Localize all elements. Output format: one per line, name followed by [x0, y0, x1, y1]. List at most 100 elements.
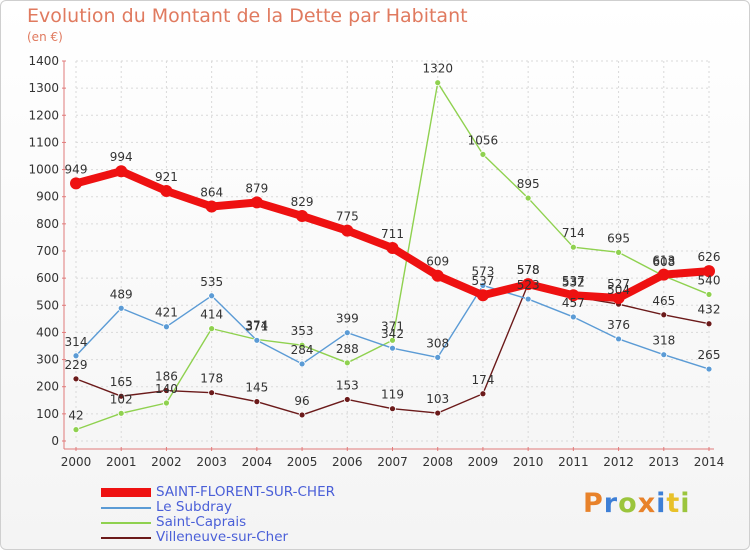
data-label: 119 [381, 388, 404, 402]
data-label: 96 [294, 394, 309, 408]
legend-swatch [101, 507, 151, 509]
data-point [343, 396, 351, 403]
data-label: 527 [607, 277, 630, 291]
data-point [117, 392, 125, 400]
y-tick-label: 900 [36, 190, 59, 204]
data-label: 465 [652, 294, 675, 308]
data-point [479, 150, 487, 158]
x-tick-label: 2009 [468, 455, 499, 469]
x-tick-label: 2008 [422, 455, 453, 469]
data-point [163, 399, 170, 407]
data-label: 374 [245, 318, 268, 332]
data-point [569, 243, 577, 251]
data-label: 949 [65, 162, 88, 176]
data-point [298, 411, 306, 419]
data-point [522, 278, 535, 291]
data-point [250, 196, 263, 209]
data-label: 775 [336, 210, 359, 224]
data-label: 103 [426, 392, 449, 406]
data-point [115, 165, 128, 178]
x-tick-label: 2005 [287, 455, 318, 469]
data-label: 994 [110, 150, 133, 164]
data-label: 284 [291, 343, 314, 357]
legend-label: Saint-Caprais [156, 514, 247, 530]
data-label: 432 [698, 303, 721, 317]
data-point [389, 344, 396, 352]
data-label: 609 [426, 255, 449, 269]
data-point [72, 375, 80, 383]
data-label: 174 [471, 373, 494, 387]
y-tick-label: 0 [51, 434, 59, 448]
data-point [524, 194, 532, 202]
y-tick-label: 700 [36, 244, 59, 258]
data-point [657, 268, 670, 281]
data-point [389, 336, 396, 344]
data-label: 1320 [422, 62, 453, 76]
y-tick-label: 600 [36, 271, 59, 285]
data-label: 376 [607, 318, 630, 332]
data-point [208, 389, 216, 397]
data-point [431, 269, 444, 282]
data-label: 178 [200, 372, 223, 386]
data-label: 573 [471, 264, 494, 278]
logo-letter: t [666, 488, 681, 519]
y-tick-label: 800 [36, 217, 59, 231]
data-point [117, 304, 125, 312]
data-label: 895 [517, 177, 540, 191]
data-point [163, 323, 170, 331]
data-point [434, 409, 442, 417]
data-label: 414 [200, 308, 223, 322]
data-point [479, 390, 487, 398]
chart-subtitle: (en €) [27, 30, 63, 44]
logo-letter: i [680, 488, 691, 519]
data-label: 864 [200, 185, 223, 199]
data-point [476, 289, 489, 302]
data-point [298, 341, 306, 349]
data-label: 711 [381, 227, 404, 241]
data-point [253, 336, 261, 344]
data-label: 695 [607, 231, 630, 245]
logo-letter: i [656, 488, 667, 519]
x-tick-label: 2000 [61, 455, 92, 469]
y-tick-label: 300 [36, 353, 59, 367]
data-point [160, 185, 173, 198]
data-point [117, 409, 125, 417]
data-label: 504 [607, 283, 630, 297]
data-point [72, 352, 80, 360]
data-label: 489 [110, 287, 133, 301]
x-tick-label: 2004 [242, 455, 273, 469]
data-label: 613 [652, 254, 675, 268]
logo-letter: o [618, 488, 638, 519]
legend-label: Villeneuve-sur-Cher [156, 529, 289, 545]
x-tick-label: 2002 [151, 455, 182, 469]
data-label: 879 [245, 181, 268, 195]
data-point [705, 365, 713, 373]
data-point [208, 292, 216, 300]
data-point [615, 248, 622, 256]
data-point [660, 351, 668, 359]
legend-label: SAINT-FLORENT-SUR-CHER [156, 484, 335, 500]
data-point [705, 320, 713, 328]
line-chart: 0 100 200 300 400 500 600 700 800 900 1000 1100 1200… [28, 54, 725, 469]
data-label: 578 [517, 263, 540, 277]
x-tick-label: 2014 [694, 455, 725, 469]
data-point [703, 265, 715, 278]
data-point [208, 325, 216, 333]
data-label: 265 [698, 348, 721, 362]
data-label: 186 [155, 370, 178, 384]
data-point [524, 295, 532, 303]
data-label: 626 [698, 250, 721, 264]
data-point [660, 311, 668, 319]
data-label: 421 [155, 306, 178, 320]
data-label: 288 [336, 342, 359, 356]
y-tick-label: 1300 [28, 81, 59, 95]
data-point [567, 289, 580, 302]
data-label: 353 [291, 324, 314, 338]
data-label: 165 [110, 375, 133, 389]
data-label: 145 [245, 381, 268, 395]
data-point [434, 79, 442, 87]
x-tick-label: 2011 [558, 455, 589, 469]
data-point [341, 224, 354, 237]
y-tick-label: 1400 [28, 54, 59, 68]
